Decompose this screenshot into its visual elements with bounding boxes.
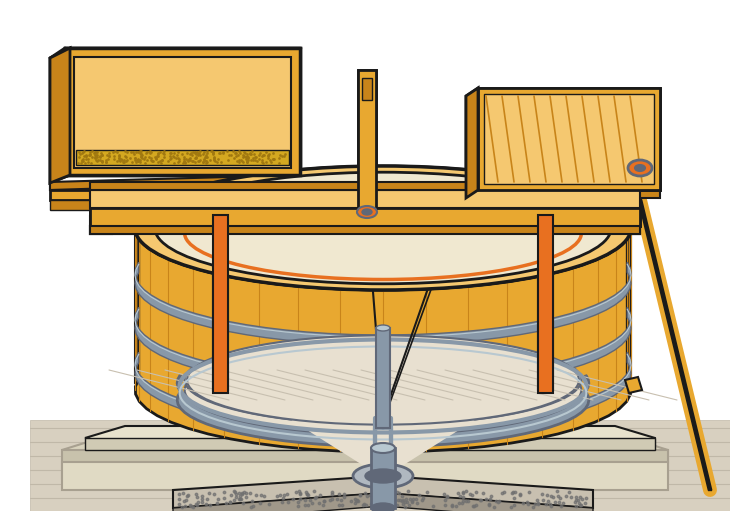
Ellipse shape [635,165,645,171]
Polygon shape [376,328,390,428]
Polygon shape [173,476,383,508]
Polygon shape [50,175,300,190]
Ellipse shape [365,469,401,483]
Polygon shape [618,216,640,234]
Polygon shape [478,88,660,190]
Polygon shape [76,150,289,165]
Ellipse shape [362,209,372,215]
Polygon shape [362,80,372,203]
Polygon shape [376,200,640,210]
Polygon shape [50,175,310,190]
Ellipse shape [357,206,377,218]
Polygon shape [383,493,593,511]
Polygon shape [50,48,70,183]
Polygon shape [90,190,640,208]
Polygon shape [466,88,478,198]
Polygon shape [62,435,668,462]
Ellipse shape [628,160,652,176]
Polygon shape [70,52,200,170]
Polygon shape [622,220,635,230]
Polygon shape [165,228,602,283]
Polygon shape [95,220,108,230]
Ellipse shape [123,474,703,502]
Polygon shape [90,226,640,234]
Polygon shape [198,250,221,262]
Polygon shape [358,70,376,208]
Polygon shape [213,215,228,393]
Ellipse shape [357,206,377,218]
Ellipse shape [155,172,611,284]
Ellipse shape [135,166,631,290]
Polygon shape [30,420,730,511]
Ellipse shape [376,325,390,331]
Polygon shape [65,48,300,175]
Polygon shape [50,200,358,210]
Ellipse shape [628,160,652,176]
Polygon shape [90,190,640,208]
Ellipse shape [353,464,413,488]
Polygon shape [50,48,70,183]
Polygon shape [85,426,655,445]
Polygon shape [90,182,640,190]
Ellipse shape [135,166,631,290]
Ellipse shape [635,165,645,171]
Polygon shape [135,228,165,393]
Polygon shape [135,307,631,390]
Polygon shape [74,57,291,168]
Polygon shape [364,105,370,175]
Polygon shape [466,88,478,198]
Polygon shape [62,462,668,490]
Ellipse shape [371,503,395,511]
Polygon shape [478,190,660,198]
Ellipse shape [362,209,372,215]
Polygon shape [62,450,668,478]
Polygon shape [135,217,631,452]
Polygon shape [383,476,593,508]
Polygon shape [213,215,228,390]
Polygon shape [74,57,291,168]
Polygon shape [538,215,553,393]
Polygon shape [602,228,631,393]
Polygon shape [185,368,581,435]
Polygon shape [85,438,655,450]
Polygon shape [65,48,300,175]
Polygon shape [90,208,640,226]
Polygon shape [538,215,553,390]
Ellipse shape [371,443,395,453]
Polygon shape [625,377,642,393]
Polygon shape [190,363,577,478]
Polygon shape [362,78,372,100]
Ellipse shape [155,173,611,283]
Polygon shape [376,190,640,200]
Polygon shape [173,493,383,511]
Polygon shape [76,150,289,165]
Polygon shape [484,94,654,184]
Polygon shape [135,262,631,345]
Polygon shape [358,70,376,208]
Polygon shape [484,94,654,184]
Polygon shape [478,88,660,190]
Polygon shape [177,375,589,447]
Polygon shape [135,352,631,435]
Polygon shape [371,448,395,508]
Polygon shape [50,190,358,200]
Polygon shape [90,216,112,234]
Polygon shape [90,226,640,234]
Polygon shape [90,208,640,226]
Ellipse shape [187,335,579,425]
